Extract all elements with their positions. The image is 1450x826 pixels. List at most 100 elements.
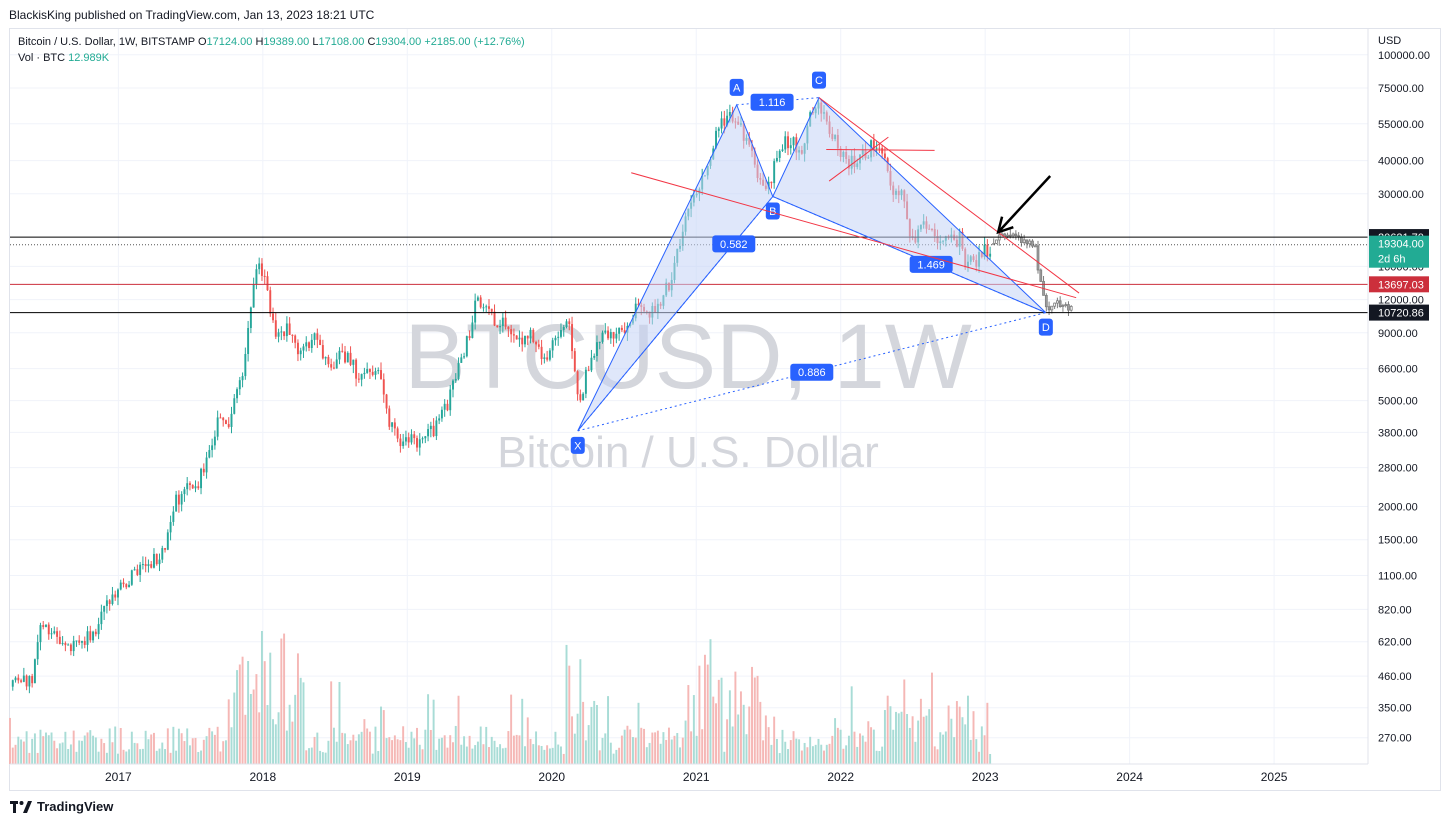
volume-bar (676, 733, 679, 764)
volume-bar (535, 731, 538, 764)
time-axis-ticks: 2017 2018 2019 2020 2021 2022 2023 2024 2025 (105, 770, 1288, 784)
trendline (818, 97, 1080, 294)
candle-body (521, 337, 524, 345)
candle-body (100, 611, 103, 625)
candle-body (393, 422, 396, 429)
volume-bar (158, 748, 161, 764)
volume-bar (892, 729, 895, 764)
candle-body (269, 290, 272, 314)
volume-bar (56, 748, 59, 764)
candle-body (775, 157, 778, 162)
candle-body (216, 417, 219, 437)
projected-candle-body (1047, 306, 1051, 311)
candle-body (989, 253, 992, 257)
volume-bar (194, 737, 197, 764)
volume-bar (402, 726, 405, 764)
volume-bar (100, 738, 103, 764)
price-tick-label: 2800.00 (1378, 463, 1418, 475)
projected-candle-body (1006, 234, 1009, 237)
projected-candle-body (995, 239, 998, 244)
candle-body (789, 145, 792, 149)
volume-bar (789, 740, 792, 764)
volume-bar (238, 664, 241, 764)
volume-bar (141, 748, 144, 764)
volume-bar (291, 721, 294, 764)
candle-body (175, 494, 178, 512)
candle-body (410, 434, 413, 443)
candle-body (579, 394, 582, 401)
candle-body (67, 644, 70, 646)
volume-bar (911, 716, 914, 764)
volume-bar (792, 731, 795, 764)
volume-bar (947, 705, 950, 764)
volume-bar (161, 742, 164, 764)
candle-body (720, 118, 723, 129)
trendlines (631, 97, 1080, 299)
volume-bar (698, 665, 701, 764)
volume-bar (125, 751, 128, 764)
volume-bar (499, 744, 502, 764)
volume-bar (845, 745, 848, 764)
volume-bar (249, 693, 252, 764)
candle-body (20, 680, 23, 682)
volume-bar (895, 711, 897, 764)
volume-bar (413, 738, 416, 764)
volume-bar (811, 746, 814, 764)
ohlc-legend: Bitcoin / U.S. Dollar, 1W, BITSTAMP O171… (18, 36, 525, 48)
candle-body (371, 371, 374, 375)
candle-body (416, 438, 418, 448)
candle-body (258, 263, 261, 270)
volume-bar (978, 751, 981, 764)
candle-body (573, 351, 576, 372)
candle-body (537, 344, 540, 347)
ratio-label: 1.116 (750, 93, 794, 111)
candle-body (380, 370, 382, 380)
pattern-point-bg (765, 202, 780, 220)
volume-bar (551, 747, 554, 764)
volume-bar (452, 742, 454, 764)
candle-body (72, 640, 75, 652)
volume-bar (183, 741, 186, 764)
price-tick-label: 6600.00 (1378, 364, 1418, 376)
volume-bar (488, 747, 490, 764)
candle-body (601, 332, 604, 342)
candle-body (83, 641, 86, 645)
candle-body (368, 369, 371, 372)
volume-bar (463, 736, 466, 764)
footer-brand[interactable]: TradingView (10, 799, 113, 814)
candle-body (33, 659, 36, 684)
volume-bar (850, 686, 853, 764)
volume-bar (853, 731, 856, 764)
volume-bar (258, 712, 261, 764)
candle-body (778, 150, 781, 158)
volume-bar (39, 729, 42, 764)
volume-bar (69, 744, 72, 764)
volume-value: 12.989K (68, 52, 110, 64)
candle-body (238, 380, 241, 390)
candle-body (247, 327, 250, 354)
volume-bar (972, 711, 975, 764)
candle-body (452, 380, 454, 390)
volume-bar (679, 747, 682, 764)
volume-bar (731, 726, 734, 764)
candle-body (357, 378, 360, 380)
volume-bar (955, 701, 958, 764)
candle-body (136, 569, 139, 575)
projected-candle-body (1061, 305, 1065, 308)
time-tick-label: 2022 (827, 770, 854, 784)
candle-body (609, 332, 612, 339)
candle-body (482, 307, 485, 309)
volume-bar (770, 744, 773, 764)
candle-body (114, 594, 117, 598)
volume-bar (139, 749, 142, 764)
volume-bar (820, 744, 823, 764)
time-tick-label: 2020 (538, 770, 565, 784)
volume-bar (302, 682, 305, 764)
candle-body (604, 330, 607, 333)
volume-bar (371, 753, 374, 764)
candle-body (153, 553, 155, 568)
candle-body (92, 631, 95, 641)
candle-body (147, 564, 150, 567)
volume-bar (775, 738, 778, 764)
